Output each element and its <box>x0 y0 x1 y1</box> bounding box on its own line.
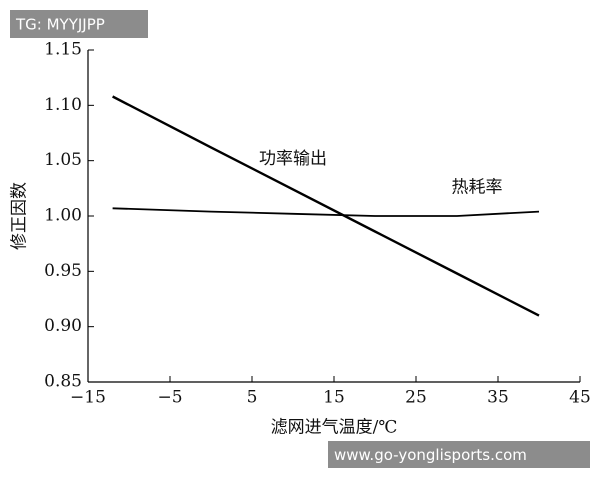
series-label: 功率输出 <box>259 149 327 169</box>
x-axis-label: 滤网进气温度/℃ <box>271 418 398 438</box>
y-tick-label: 0.85 <box>44 372 82 392</box>
watermark: TG: MYYJJPP <box>15 16 105 34</box>
y-tick-label: 1.00 <box>44 206 82 226</box>
y-tick-label: 1.15 <box>44 40 82 60</box>
watermark-box <box>10 10 148 38</box>
y-tick-label: 1.10 <box>44 95 82 115</box>
x-tick-label: 25 <box>405 388 427 408</box>
series-label: 热耗率 <box>452 178 503 198</box>
x-tick-label: −15 <box>70 388 106 408</box>
y-tick-label: 0.90 <box>44 316 82 336</box>
x-tick-label: 5 <box>247 388 258 408</box>
y-tick-label: 0.95 <box>44 261 82 281</box>
x-tick-label: 15 <box>323 388 345 408</box>
x-tick-label: 45 <box>569 388 591 408</box>
watermark-box <box>328 441 590 468</box>
y-tick-label: 1.05 <box>44 150 82 170</box>
x-tick-label: −5 <box>157 388 182 408</box>
series-line <box>112 207 540 217</box>
watermark: www.go-yonglisports.com <box>334 446 527 464</box>
series-line <box>112 95 540 317</box>
x-tick-label: 35 <box>487 388 509 408</box>
y-axis-label: 修正因数 <box>10 182 30 250</box>
